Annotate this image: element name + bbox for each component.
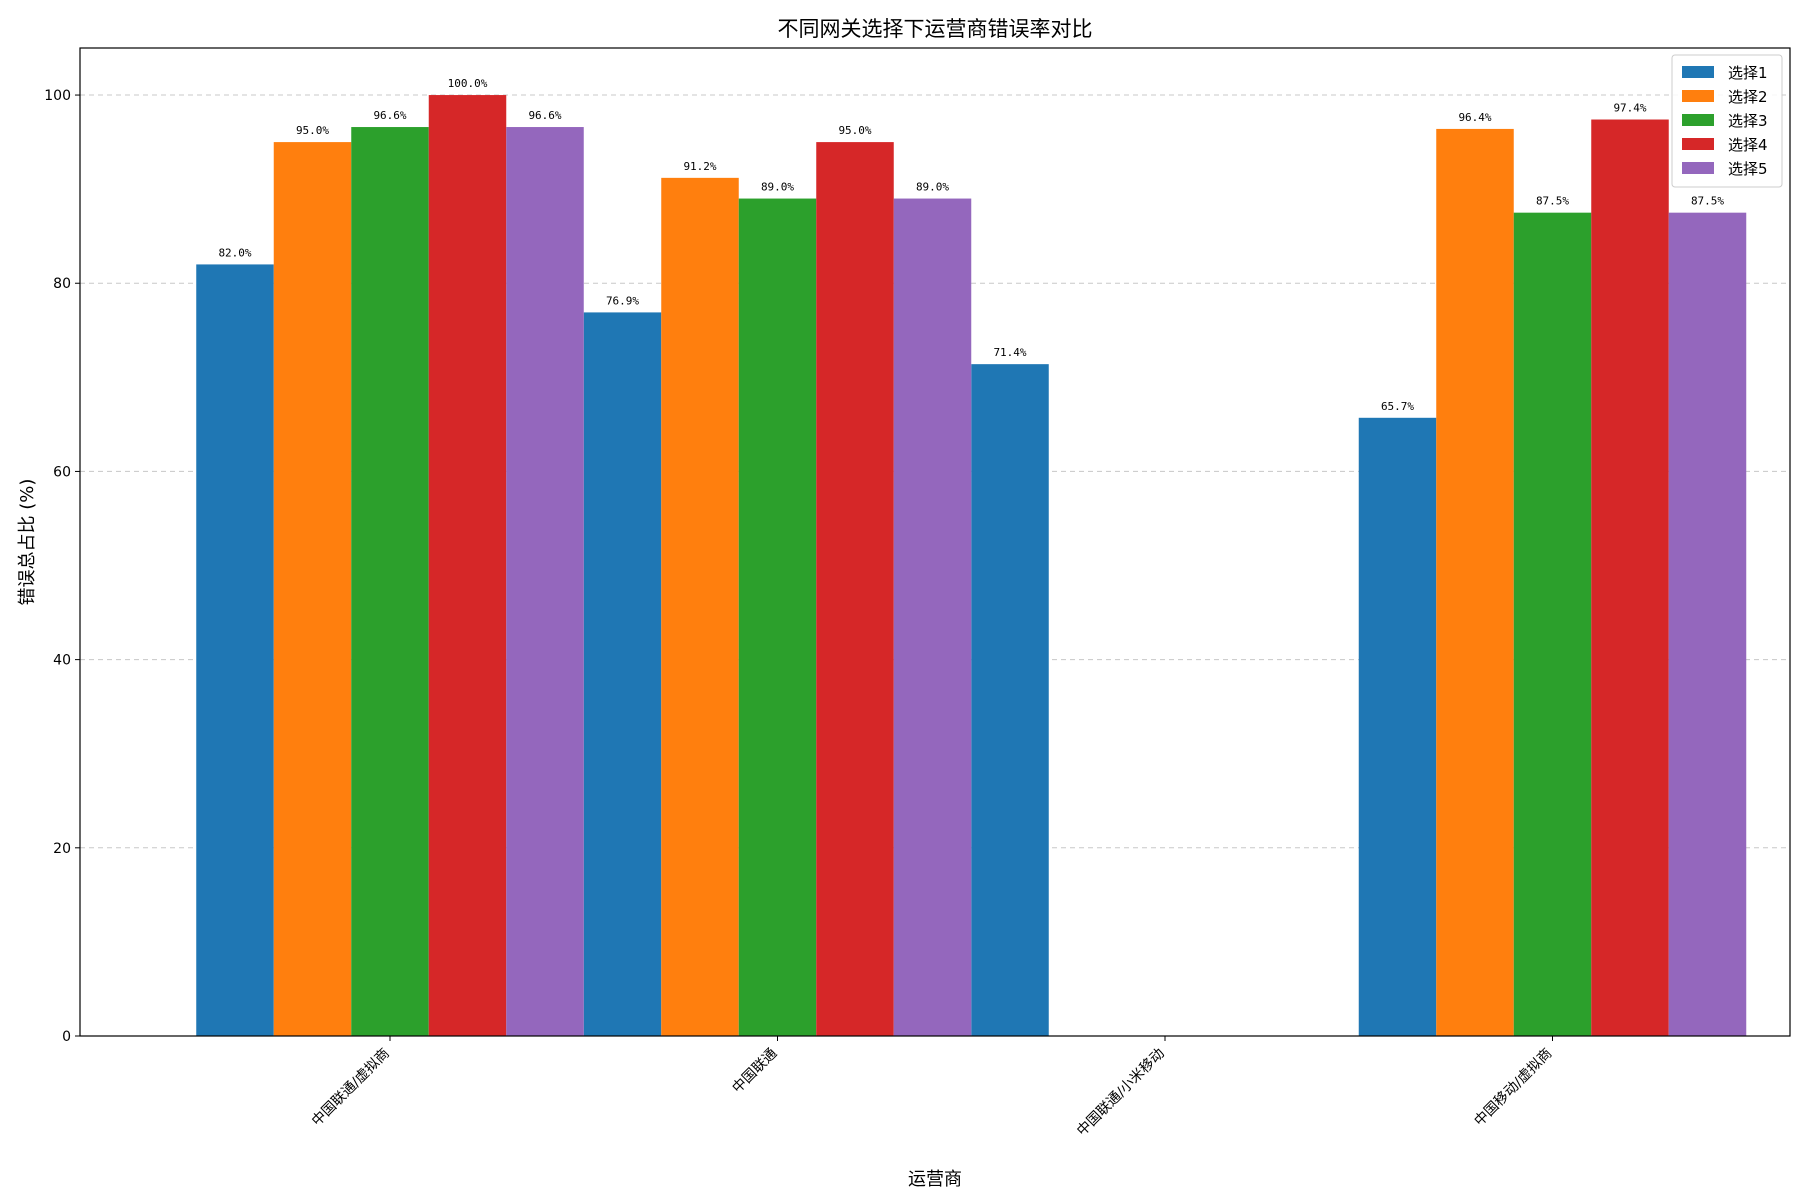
- x-axis-title: 运营商: [908, 1169, 962, 1190]
- legend-label: 选择4: [1728, 136, 1768, 154]
- bar: [196, 264, 274, 1036]
- bar: [273, 142, 352, 1037]
- bar-value-label: 87.5%: [1536, 195, 1569, 208]
- bar: [971, 364, 1049, 1036]
- y-tick-label: 100: [44, 88, 71, 104]
- bar-value-label: 95.0%: [838, 124, 871, 137]
- y-axis-title: 错误总占比 (%): [17, 479, 38, 606]
- bar-value-label: 97.4%: [1613, 102, 1646, 115]
- bar: [1591, 119, 1669, 1036]
- plot-area: 82.0% 76.9% 71.4% 65.7% 95.0% 91.2% 96.4% 96.6%…: [44, 47, 1791, 1140]
- plot-frame: [79, 47, 1791, 1037]
- bar-value-label: 96.6%: [528, 109, 561, 122]
- legend-label: 选择3: [1728, 112, 1768, 130]
- bar: [428, 95, 507, 1037]
- bar: [661, 177, 739, 1036]
- legend-label: 选择1: [1728, 64, 1768, 82]
- legend-swatch: [1682, 138, 1714, 150]
- chart-title: 不同网关选择下运营商错误率对比: [778, 17, 1093, 41]
- y-tick-label: 80: [53, 276, 71, 292]
- bar: [506, 127, 584, 1037]
- y-tick-label: 0: [62, 1029, 71, 1045]
- bar-value-label: 96.4%: [1458, 111, 1491, 124]
- bar: [1513, 212, 1592, 1036]
- y-tick-label: 20: [53, 841, 71, 857]
- bar-value-label: 76.9%: [606, 294, 639, 307]
- bar-value-label: 82.0%: [218, 246, 251, 259]
- bar: [351, 127, 429, 1037]
- x-tick-label: 中国联通/小米移动: [1074, 1046, 1168, 1140]
- bar-value-label: 89.0%: [916, 181, 949, 194]
- bar-value-label: 89.0%: [761, 181, 794, 194]
- y-tick-label: 60: [53, 464, 71, 480]
- y-tick-label: 40: [53, 653, 71, 669]
- bar: [893, 198, 972, 1037]
- bar: [583, 312, 662, 1037]
- bar-value-label: 65.7%: [1381, 400, 1414, 413]
- legend-swatch: [1682, 162, 1714, 174]
- x-tick-label: 中国联通/虚拟商: [309, 1046, 393, 1130]
- bar: [1358, 417, 1437, 1036]
- legend-swatch: [1682, 114, 1714, 126]
- bar-value-label: 100.0%: [448, 77, 488, 90]
- bar-value-label: 71.4%: [993, 346, 1026, 359]
- bar-value-label: 91.2%: [683, 160, 716, 173]
- bar-value-label: 87.5%: [1691, 195, 1724, 208]
- bar: [738, 198, 817, 1037]
- x-tick-label: 中国移动/虚拟商: [1471, 1046, 1555, 1130]
- legend-swatch: [1682, 66, 1714, 78]
- bar: [816, 142, 894, 1037]
- legend-swatch: [1682, 90, 1714, 102]
- legend-label: 选择2: [1728, 88, 1768, 106]
- legend: 选择1 选择2 选择3 选择4 选择5: [1671, 54, 1783, 188]
- bar-value-label: 96.6%: [373, 109, 406, 122]
- x-tick-label: 中国联通: [729, 1046, 780, 1097]
- legend-box: [1671, 54, 1783, 188]
- bar: [1668, 212, 1747, 1036]
- bar: [1436, 128, 1514, 1037]
- bar-value-label: 95.0%: [296, 124, 329, 137]
- legend-label: 选择5: [1728, 160, 1768, 178]
